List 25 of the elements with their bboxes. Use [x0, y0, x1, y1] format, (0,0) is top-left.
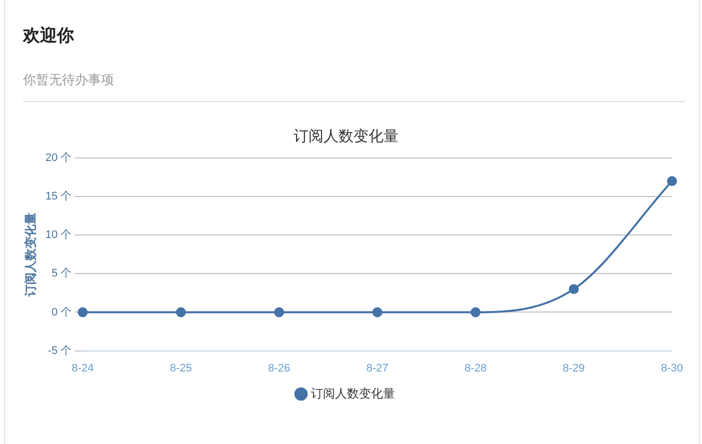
- point: [568, 284, 579, 294]
- y-tick-label: 10 个: [45, 229, 72, 242]
- legend-label: 订阅人数变化量: [311, 386, 395, 400]
- text: 欢迎你: [23, 25, 74, 47]
- y-tick-label: 15 个: [45, 190, 72, 203]
- x-tick-label: 8-27: [366, 362, 388, 374]
- y-tick-label: 5 个: [52, 268, 72, 280]
- x-tick-label: 8-30: [660, 362, 684, 374]
- y-tick-label: -5 个: [48, 344, 72, 357]
- x-tick-label: 8-28: [464, 362, 487, 374]
- y-tick-label: 20 个: [45, 152, 72, 164]
- chart-title: 订阅人数变化量: [294, 126, 398, 145]
- point: [274, 307, 284, 318]
- point: [470, 307, 481, 318]
- x-tick-label: 8-26: [268, 362, 290, 374]
- y-tick-label: 0 个: [52, 306, 72, 318]
- point: [372, 307, 382, 318]
- point: [176, 307, 186, 318]
- point: [78, 307, 88, 318]
- x-tick-label: 8-25: [170, 362, 192, 374]
- text: 你暂无待办事项: [23, 72, 114, 89]
- point: [667, 176, 677, 186]
- x-tick-label: 8-24: [72, 362, 94, 374]
- x-tick-label: 8-29: [562, 362, 585, 374]
- y-axis-title: 订阅人数变化量: [24, 212, 38, 298]
